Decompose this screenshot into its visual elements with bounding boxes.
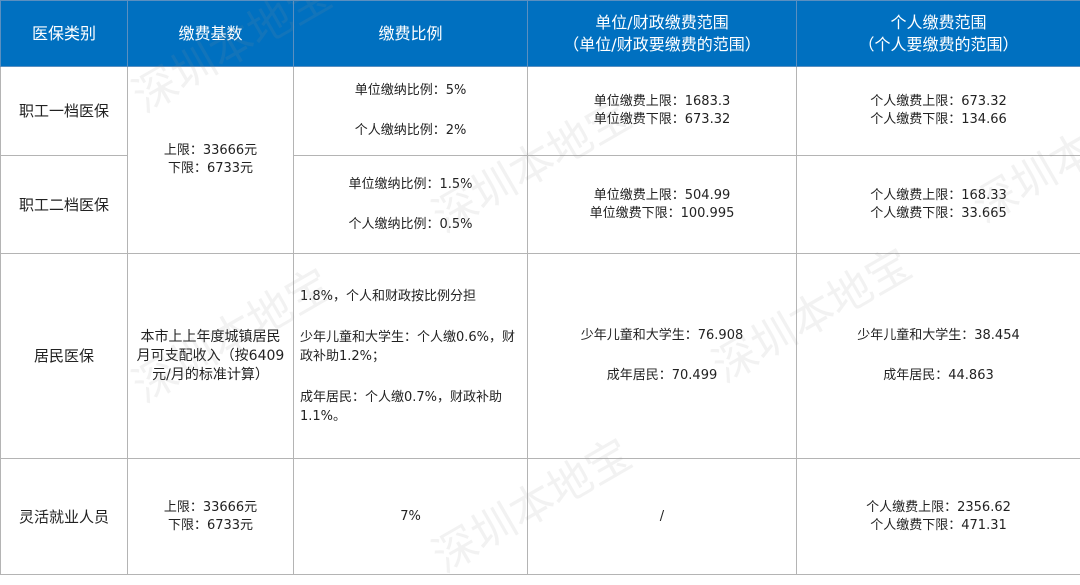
rate-cell: 1.8%，个人和财政按比例分担少年儿童和大学生：个人缴0.6%，财政补助1.2%… [294, 254, 528, 459]
person-upper: 个人缴费上限：168.33 [803, 187, 1074, 205]
person-range-cell: 少年儿童和大学生：38.454 成年居民：44.863 [797, 254, 1080, 459]
rate-line: 1.8%，个人和财政按比例分担 [300, 287, 521, 306]
base-cell: 上限：33666元下限：6733元 [128, 67, 294, 254]
rate-line: 少年儿童和大学生：个人缴0.6%，财政补助1.2%； [300, 328, 521, 366]
rate-line: 成年居民：个人缴0.7%，财政补助1.1%。 [300, 388, 521, 426]
unit-adult: 成年居民：70.499 [534, 367, 790, 385]
rate-line: 个人缴纳比例：0.5% [300, 216, 521, 234]
rate-cell: 单位缴纳比例：1.5% 个人缴纳比例：0.5% [294, 156, 528, 254]
table-row: 居民医保 本市上上年度城镇居民月可支配收入（按6409元/月的标准计算） 1.8… [1, 254, 1080, 459]
header-unit-subtitle: （单位/财政要缴费的范围） [534, 34, 790, 56]
rate-cell: 7% [294, 459, 528, 575]
person-adult: 成年居民：44.863 [803, 367, 1074, 385]
category-cell: 职工二档医保 [1, 156, 128, 254]
person-lower: 个人缴费下限：134.66 [803, 111, 1074, 129]
header-unit-range: 单位/财政缴费范围（单位/财政要缴费的范围） [528, 1, 797, 67]
person-upper: 个人缴费上限：2356.62 [803, 499, 1074, 517]
rate-line: 单位缴纳比例：1.5% [300, 176, 521, 194]
unit-range-cell: / [528, 459, 797, 575]
header-rate: 缴费比例 [294, 1, 528, 67]
category-cell: 居民医保 [1, 254, 128, 459]
rate-line: 单位缴纳比例：5% [300, 82, 521, 100]
unit-upper: 单位缴费上限：504.99 [534, 187, 790, 205]
base-upper: 上限：33666元 [134, 142, 287, 160]
rate-line: 个人缴纳比例：2% [300, 122, 521, 140]
base-upper: 上限：33666元 [134, 499, 287, 517]
person-lower: 个人缴费下限：471.31 [803, 517, 1074, 535]
base-lower: 下限：6733元 [134, 160, 287, 178]
header-person-subtitle: （个人要缴费的范围） [803, 34, 1074, 56]
unit-range-cell: 少年儿童和大学生：76.908 成年居民：70.499 [528, 254, 797, 459]
unit-upper: 单位缴费上限：1683.3 [534, 93, 790, 111]
header-person-range: 个人缴费范围（个人要缴费的范围） [797, 1, 1080, 67]
header-category: 医保类别 [1, 1, 128, 67]
table-row: 灵活就业人员 上限：33666元下限：6733元 7% / 个人缴费上限：235… [1, 459, 1080, 575]
category-cell: 职工一档医保 [1, 67, 128, 156]
header-row: 医保类别 缴费基数 缴费比例 单位/财政缴费范围（单位/财政要缴费的范围） 个人… [1, 1, 1080, 67]
person-upper: 个人缴费上限：673.32 [803, 93, 1074, 111]
base-cell: 本市上上年度城镇居民月可支配收入（按6409元/月的标准计算） [128, 254, 294, 459]
unit-children: 少年儿童和大学生：76.908 [534, 327, 790, 345]
base-lower: 下限：6733元 [134, 517, 287, 535]
person-lower: 个人缴费下限：33.665 [803, 205, 1074, 223]
header-person-title: 个人缴费范围 [803, 12, 1074, 34]
base-cell: 上限：33666元下限：6733元 [128, 459, 294, 575]
table-row: 职工一档医保 上限：33666元下限：6733元 单位缴纳比例：5%个人缴纳比例… [1, 67, 1080, 156]
unit-lower: 单位缴费下限：100.995 [534, 205, 790, 223]
unit-lower: 单位缴费下限：673.32 [534, 111, 790, 129]
rate-cell: 单位缴纳比例：5% 个人缴纳比例：2% [294, 67, 528, 156]
person-children: 少年儿童和大学生：38.454 [803, 327, 1074, 345]
header-unit-title: 单位/财政缴费范围 [534, 12, 790, 34]
category-cell: 灵活就业人员 [1, 459, 128, 575]
header-base: 缴费基数 [128, 1, 294, 67]
